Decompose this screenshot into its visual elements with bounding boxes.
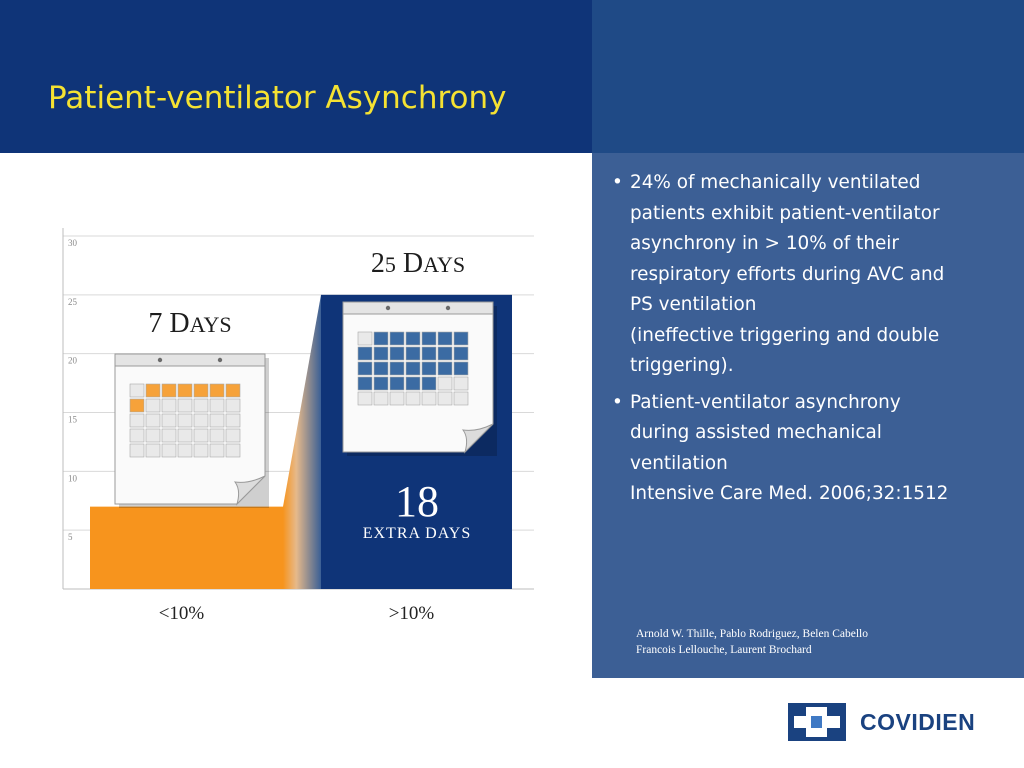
x-tick-label: >10% [389,603,435,624]
bullet-line: respiratory efforts during AVC and [630,263,945,285]
covidien-logo: COVIDIEN [788,703,988,743]
citation-line: Francois Lellouche, Laurent Brochard [636,644,812,656]
bullet-line: patients exhibit patient-ventilator [630,202,940,224]
y-tick-label: 25 [68,297,78,307]
bar-ramp [283,294,321,589]
y-tick-label: 10 [68,473,78,483]
header-band [0,0,592,153]
logo-text: COVIDIEN [860,709,976,735]
annotation-label: EXTRA DAYS [363,525,472,542]
y-tick-label: 15 [68,415,78,425]
y-tick-label: 30 [68,238,78,248]
calendar-icon [114,353,269,508]
citation: Arnold W. Thille, Pablo Rodriguez, Belen… [636,626,868,658]
annotation-value: 18 [395,477,439,526]
bullet-line: PS ventilation [630,294,757,315]
bullet-line: ventilation [630,452,728,474]
bullet-line: triggering). [630,355,734,376]
bullet-line: asynchrony in > 10% of their [630,233,899,254]
x-tick-label: <10% [159,603,205,624]
bullet-line: (ineffective triggering and double [630,324,940,346]
citation-line: Arnold W. Thille, Pablo Rodriguez, Belen… [636,628,868,640]
bar-label: 7 DAYS [148,308,231,339]
bar-low [90,506,283,589]
bullet-line: Intensive Care Med. 2006;32:1512 [630,483,949,504]
y-tick-label: 5 [68,532,73,542]
bar-label: 25 DAYS [371,248,465,279]
bullet-list: 24% of mechanically ventilated patients … [612,168,1008,516]
bullet-line: Patient-ventilator asynchrony [630,391,901,413]
covidien-cross-icon [788,703,846,741]
bullet-line: during assisted mechanical [630,422,882,443]
y-tick-label: 20 [68,356,78,366]
bullet-item: 24% of mechanically ventilated patients … [612,168,1008,382]
calendar-icon [342,301,497,456]
bullet-line: 24% of mechanically ventilated [630,172,921,193]
header-band-right [592,0,1024,153]
bar-chart: 5 10 15 20 25 30 <10% >10% 7 DAYS 25 DAYS 18EXTRA … [62,228,534,624]
bullet-item: Patient-ventilator asynchrony during ass… [612,388,1008,510]
slide-title: Patient-ventilator Asynchrony [48,80,507,116]
